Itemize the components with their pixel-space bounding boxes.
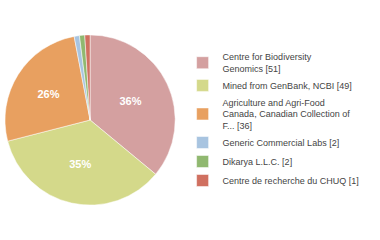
svg-text:Generic Commercial Labs [2]: Generic Commercial Labs [2]	[223, 138, 340, 148]
svg-text:35%: 35%	[69, 158, 91, 170]
svg-text:36%: 36%	[119, 95, 141, 107]
svg-text:Centre for BiodiversityGenomic: Centre for BiodiversityGenomics [51]	[223, 52, 312, 74]
svg-text:Mined from GenBank, NCBI [49]: Mined from GenBank, NCBI [49]	[223, 81, 352, 91]
svg-text:Centre de recherche du CHUQ [1: Centre de recherche du CHUQ [1]	[223, 176, 359, 186]
svg-text:Dikarya L.L.C. [2]: Dikarya L.L.C. [2]	[223, 157, 293, 167]
svg-text:Agriculture and Agri-FoodCanad: Agriculture and Agri-FoodCanada, Canadia…	[223, 98, 351, 131]
svg-text:26%: 26%	[37, 88, 59, 100]
